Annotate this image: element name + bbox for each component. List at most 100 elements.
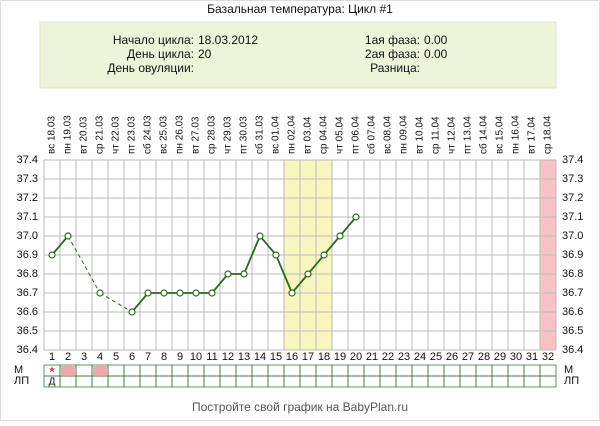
x-tick-label: 24 — [414, 351, 426, 363]
info-box — [39, 21, 557, 89]
x-tick-label: 25 — [430, 351, 442, 363]
point — [304, 270, 312, 278]
y-tick-label: 37.1 — [17, 211, 38, 223]
line-segment — [211, 273, 229, 294]
y-tick-label-right: 36.4 — [562, 344, 583, 356]
date-label: вс 18.03 — [47, 116, 58, 154]
y-tick-label: 37.0 — [17, 230, 38, 242]
x-tick-label: 7 — [145, 351, 151, 363]
y-tick-label-right: 36.5 — [562, 325, 583, 337]
info-value: 20 — [198, 47, 212, 61]
date-label: вс 25.03 — [159, 116, 170, 154]
y-tick-label-right: 37.1 — [562, 211, 583, 223]
date-label: пт 30.03 — [239, 116, 250, 154]
point — [160, 289, 168, 297]
point — [48, 251, 56, 259]
date-label: вт 20.03 — [79, 116, 90, 154]
x-tick-label: 12 — [222, 351, 234, 363]
x-tick-label: 3 — [81, 351, 87, 363]
line-segment — [243, 235, 261, 275]
x-tick-label: 23 — [398, 351, 410, 363]
y-tick-label: 37.4 — [17, 154, 38, 166]
date-label: чт 12.04 — [447, 116, 458, 154]
date-label: пн 19.03 — [63, 115, 74, 154]
x-tick-label: 19 — [334, 351, 346, 363]
y-tick-label: 36.9 — [17, 249, 38, 261]
x-tick-label: 13 — [238, 351, 250, 363]
date-label: вс 15.04 — [495, 116, 506, 154]
date-label: пн 26.03 — [175, 115, 186, 154]
info-label: 1ая фаза: — [365, 33, 420, 47]
date-label: сб 14.04 — [478, 115, 490, 154]
row-label: М — [14, 364, 23, 376]
x-tick-label: 14 — [254, 351, 266, 363]
info-value: 18.03.2012 — [198, 33, 258, 47]
y-tick-label: 36.8 — [17, 268, 38, 280]
x-tick-label: 18 — [318, 351, 330, 363]
date-label: чт 29.03 — [223, 116, 234, 154]
date-label: пт 13.04 — [463, 116, 474, 154]
date-label: ср 21.03 — [95, 115, 106, 154]
date-label: вс 08.04 — [383, 116, 394, 154]
point — [256, 232, 264, 240]
x-tick-label: 26 — [446, 351, 458, 363]
x-tick-label: 27 — [462, 351, 474, 363]
date-label: пт 06.04 — [351, 116, 362, 154]
x-tick-label: 16 — [286, 351, 298, 363]
line-segment — [51, 235, 69, 256]
point — [128, 308, 136, 316]
x-tick-label: 31 — [526, 351, 538, 363]
date-label: вт 03.04 — [303, 116, 314, 154]
point — [272, 251, 280, 259]
x-tick-label: 20 — [350, 351, 362, 363]
x-tick-label: 29 — [494, 351, 506, 363]
point — [96, 289, 104, 297]
line-segment — [131, 292, 149, 313]
x-tick-label: 28 — [478, 351, 490, 363]
date-label: пн 16.04 — [511, 115, 522, 154]
info-label: 2ая фаза: — [365, 47, 420, 61]
row-label: ЛП — [14, 375, 29, 387]
x-tick-label: 1 — [49, 351, 55, 363]
date-label: чт 05.04 — [335, 116, 346, 154]
date-label: чт 22.03 — [111, 116, 122, 154]
info-label: Начало цикла: — [113, 33, 194, 47]
point — [288, 289, 296, 297]
date-label: сб 24.03 — [142, 115, 154, 154]
info-label: День овуляции: — [107, 61, 194, 75]
y-tick-label: 36.5 — [17, 325, 38, 337]
point — [192, 289, 200, 297]
date-label: сб 31.03 — [254, 115, 266, 154]
date-label: вт 27.03 — [191, 116, 202, 154]
info-label: День цикла: — [127, 47, 194, 61]
point — [208, 289, 216, 297]
chart-title: Базальная температура: Цикл #1 — [207, 2, 393, 16]
point — [352, 213, 360, 221]
x-tick-label: 5 — [113, 351, 119, 363]
point — [64, 232, 72, 240]
y-tick-label: 36.4 — [17, 344, 38, 356]
x-tick-label: 2 — [65, 351, 71, 363]
x-tick-label: 11 — [206, 351, 217, 363]
y-tick-label-right: 36.6 — [562, 306, 583, 318]
line-segment — [323, 235, 341, 256]
y-tick-label: 37.3 — [17, 173, 38, 185]
x-tick-label: 30 — [510, 351, 522, 363]
point — [320, 251, 328, 259]
x-tick-label: 17 — [302, 351, 314, 363]
info-label: Разница: — [370, 61, 420, 75]
date-label: вт 10.04 — [415, 116, 426, 154]
x-tick-label: 15 — [270, 351, 282, 363]
x-tick-label: 21 — [366, 351, 378, 363]
menstruation-cell — [61, 366, 75, 375]
info-value: 0.00 — [424, 47, 448, 61]
point — [240, 270, 248, 278]
line-segment — [275, 254, 293, 294]
y-tick-label: 36.6 — [17, 306, 38, 318]
date-label: пн 09.04 — [399, 115, 410, 154]
y-tick-label-right: 36.8 — [562, 268, 583, 280]
lp-mark: Д — [49, 377, 56, 388]
date-label: сб 07.04 — [366, 115, 378, 154]
x-tick-label: 4 — [97, 351, 103, 363]
x-tick-label: 22 — [382, 351, 394, 363]
